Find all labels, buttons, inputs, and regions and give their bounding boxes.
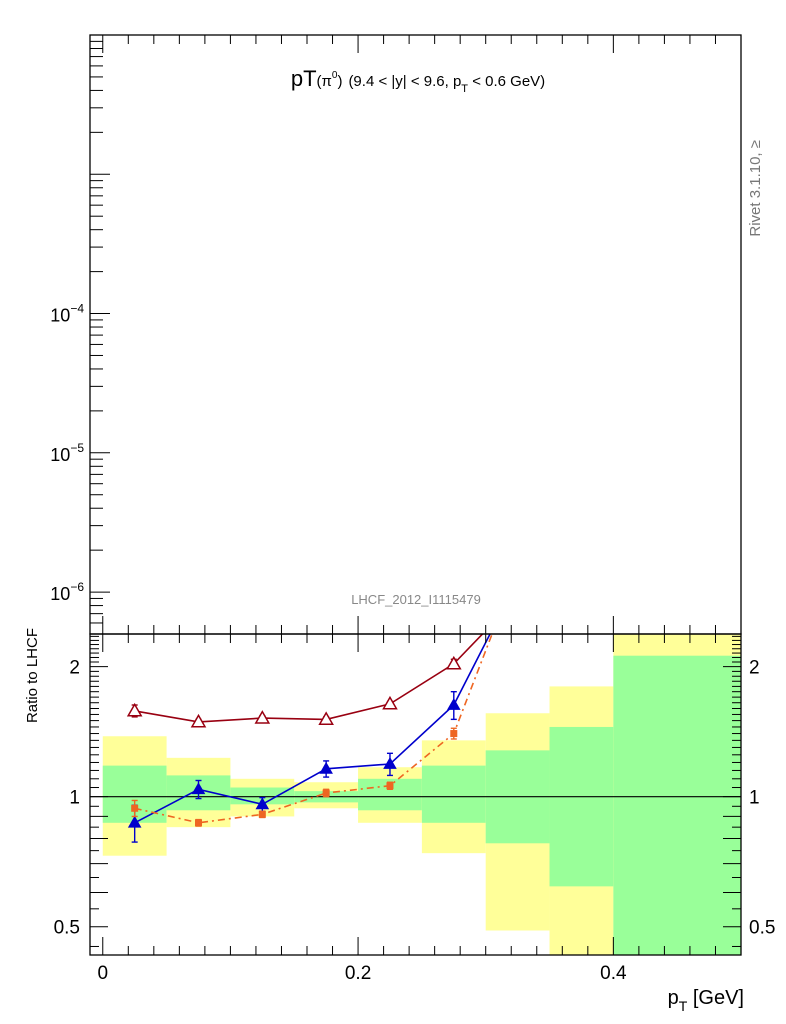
data-point-0-3 (318, 711, 334, 725)
tick-base: 10 (50, 445, 70, 465)
analysis-watermark: LHCF_2012_I1115479 (351, 592, 481, 607)
data-point-2-1 (195, 819, 202, 827)
title-cut-a: (9.4 < |y| < 9.6, p (348, 73, 461, 90)
x-axis-label: pT [GeV] (668, 987, 744, 1014)
x-tick-label-0: 0 (97, 963, 108, 984)
series-0 (126, 634, 484, 728)
chart-title: pT(π0) (9.4 < |y| < 9.6, pT < 0.6 GeV) (291, 66, 545, 95)
title-particle-sup: 0 (332, 70, 338, 81)
tick-base: 10 (50, 306, 70, 326)
data-point-2-3 (322, 789, 330, 797)
lower-frame (89, 633, 742, 956)
data-point-2-2 (258, 810, 266, 818)
series-1 (127, 634, 491, 843)
data-point-1-2 (255, 797, 270, 810)
data-point-0-1 (190, 713, 207, 728)
lower-y-tick-label-left-2: 2 (69, 658, 80, 679)
lower-y-tick-label-left-0: 0.5 (54, 918, 80, 939)
upper-y-tick-label-1: 10−5 (50, 441, 84, 465)
upper-y-tick-label-2: 10−4 (50, 302, 84, 326)
lower-y-tick-label-right-2: 2 (749, 658, 760, 679)
band-green-5 (421, 765, 486, 823)
lower-y-tick-label-right-0: 0.5 (749, 918, 775, 939)
data-point-0-0 (126, 702, 143, 717)
axis-ticks (90, 34, 742, 955)
band-green-7 (549, 726, 614, 887)
title-particle: (π (317, 73, 332, 90)
upper-frame (89, 34, 742, 635)
y-axis-label: Ratio to LHCF (24, 628, 41, 723)
series-2 (131, 634, 493, 827)
rivet-version-label: Rivet 3.1.10, ≥ (747, 140, 764, 237)
uncertainty-bands (102, 634, 741, 955)
tick-base: 10 (50, 584, 70, 604)
tick-exponent: −4 (70, 302, 84, 316)
lower-y-tick-label-right-1: 1 (749, 788, 760, 809)
x-axis-label-unit: [GeV] (687, 987, 744, 1009)
x-tick-label-1: 0.2 (345, 963, 371, 984)
title-cut-sub: T (461, 83, 468, 95)
tick-exponent: −5 (70, 441, 84, 455)
data-point-2-5 (450, 730, 458, 738)
x-axis-label-main: p (668, 987, 679, 1009)
panel-frames (89, 34, 742, 956)
title-cut-b: < 0.6 GeV) (468, 73, 545, 90)
x-tick-label-2: 0.4 (600, 963, 627, 984)
data-point-2-0 (131, 804, 139, 812)
series-line-0 (134, 634, 484, 723)
data-point-0-4 (382, 695, 398, 710)
band-green-8 (613, 655, 741, 955)
tick-labels: 10−610−510−40.5 0.51 12 20 0.2 0.4 (50, 302, 775, 984)
data-point-1-4 (383, 757, 397, 769)
data-point-1-0 (127, 815, 142, 828)
series-layer (126, 634, 493, 843)
title-particle-close: ) (337, 73, 342, 90)
data-point-2-4 (386, 782, 394, 790)
data-point-0-5 (446, 655, 462, 670)
data-point-0-2 (254, 710, 271, 724)
x-axis-label-sub: T (679, 998, 688, 1014)
data-point-1-5 (447, 697, 461, 710)
lower-y-tick-label-left-1: 1 (69, 788, 80, 809)
title-main: pT (291, 66, 317, 91)
data-point-1-3 (319, 761, 333, 774)
tick-exponent: −6 (70, 580, 84, 594)
data-point-1-1 (191, 782, 206, 795)
upper-y-tick-label-0: 10−6 (50, 580, 84, 604)
